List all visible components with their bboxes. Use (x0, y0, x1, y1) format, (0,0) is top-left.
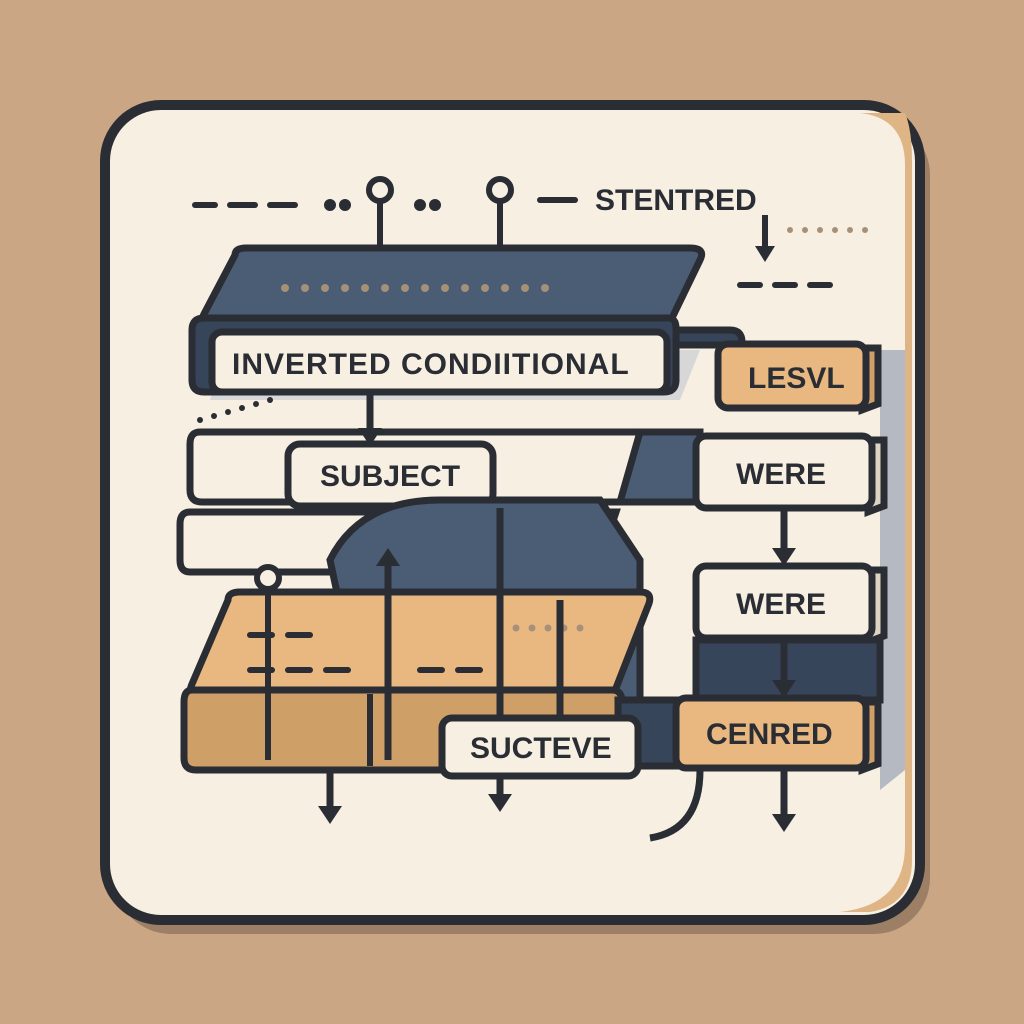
lesvl-box: LESVL (718, 344, 878, 410)
label-lesvl: LESVL (748, 362, 845, 395)
label-stentred: STENTRED (595, 184, 757, 217)
label-inverted: INVERTED CONDIITIONAL (232, 348, 630, 381)
were2-box: WERE (696, 566, 884, 642)
were1-box: WERE (696, 436, 884, 512)
inverted-box: INVERTED CONDIITIONAL (212, 332, 667, 392)
label-sucteve: SUCTEVE (470, 732, 612, 765)
label-were2: WERE (736, 588, 826, 621)
diagram-stage: { "canvas": { "width": 1024, "height": 1… (0, 0, 1024, 1024)
label-were1: WERE (736, 458, 826, 491)
diagram-svg: STENTRED INVERTED (0, 0, 1024, 1024)
label-cenred: CENRED (706, 718, 833, 751)
label-subject: SUBJECT (320, 460, 460, 493)
sucteve-box: SUCTEVE (442, 718, 638, 776)
cenred-box: CENRED (676, 698, 878, 770)
